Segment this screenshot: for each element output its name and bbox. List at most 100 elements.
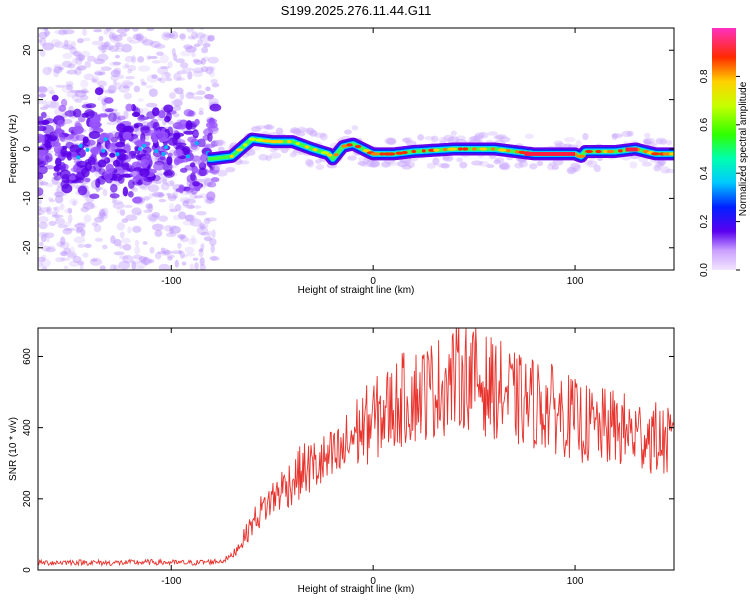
heatmap-cell [395,151,404,155]
heatmap-cell [172,134,178,145]
heatmap-cell [346,143,353,147]
heatmap-cell [43,28,49,32]
colorbar-gradient [712,28,736,270]
heatmap-cell [66,69,78,75]
heatmap-cell [99,265,106,270]
heatmap-cell [437,162,449,168]
heatmap-cell [109,31,115,40]
heatmap-cell [643,139,652,145]
heatmap-cell [109,183,118,193]
heatmap-cell [185,154,190,159]
heatmap-cell [106,45,112,50]
heatmap-cell [655,137,667,145]
heatmap-cell [79,261,84,270]
heatmap-cell [450,130,457,136]
heatmap-cell [39,106,48,110]
heatmap-cell [110,69,121,78]
heatmap-cell [170,225,181,234]
heatmap-cell [190,143,198,150]
heatmap-cell [38,172,44,180]
heatmap-cell [199,257,205,267]
heatmap-cell [297,126,307,133]
heatmap-cell [75,56,83,65]
heatmap-cell [98,46,108,53]
heatmap-cell [157,66,169,75]
heatmap-cell [384,137,396,145]
heatmap-cell [206,191,216,201]
heatmap-cell [91,40,104,46]
heatmap-cell [190,172,196,182]
heatmap-cell [417,134,425,141]
heatmap-cell [122,131,132,141]
heatmap-cell [611,133,618,140]
heatmap-cell [190,155,202,162]
heatmap-cell [93,224,102,233]
heatmap-cell [653,164,661,172]
heatmap-cell [71,151,78,161]
heatmap-cell [64,110,77,117]
heatmap-cell [113,34,123,42]
heatmap-cell [205,66,214,75]
heatmap-cell [213,166,221,171]
heatmap-cell [167,195,178,199]
heatmap-cell [196,138,206,148]
heatmap-cell [159,54,170,64]
heatmap-cell [490,147,496,151]
heatmap-cell [102,244,108,250]
heatmap-cell [386,137,397,145]
heatmap-cell [61,183,73,194]
heatmap-cell [143,256,150,266]
heatmap-cell [154,252,162,260]
heatmap-cell [54,157,62,167]
heatmap-cell [629,161,638,169]
heatmap-cell [203,217,211,225]
heatmap-cell [127,226,132,234]
heatmap-cell [499,162,511,171]
heatmap-cell [184,198,197,205]
heatmap-cell [207,56,219,64]
heatmap-cell [82,201,95,210]
heatmap-cell [493,159,501,165]
heatmap-cell [118,260,131,270]
heatmap-cell [103,137,108,142]
heatmap-cell [551,165,559,171]
heatmap-cell [179,33,186,40]
heatmap-cell [192,205,202,209]
heatmap-cell [167,126,174,137]
heatmap-cell [200,153,209,162]
heatmap-cell [122,85,130,89]
heatmap-cell [148,184,159,192]
chart-title: S199.2025.276.11.44.G11 [281,3,432,18]
heatmap-cell [114,82,123,90]
heatmap-cell [185,120,193,131]
colorbar: 0.0 0.2 0.4 0.6 0.8 Normalized spectral ampl… [699,28,749,277]
heatmap-cell [162,178,168,185]
heatmap-cell [149,246,155,254]
heatmap-cell [421,149,426,153]
heatmap-cell [194,195,203,199]
heatmap-cell [178,184,185,191]
heatmap-cell [269,139,279,144]
heatmap-cell [148,259,155,264]
heatmap-cell [176,70,188,75]
heatmap-cell [83,73,95,81]
heatmap-cell [93,29,103,33]
heatmap-cell [518,160,528,168]
heatmap-cell [215,139,224,146]
heatmap-cell [48,220,57,227]
heatmap-cell [127,64,137,72]
heatmap-cell [564,143,572,148]
heatmap-cell [111,200,124,205]
heatmap-cell [201,46,209,54]
heatmap-cell [123,92,132,100]
heatmap-cell [207,35,215,42]
heatmap-cell [315,164,325,171]
heatmap-cell [514,162,524,169]
heatmap-cell [93,162,102,172]
colorbar-label: Normalized spectral amplitude [738,81,749,216]
heatmap-cell [173,72,182,82]
heatmap-cell [195,32,206,39]
heatmap-cell [51,94,59,102]
heatmap-cell [115,42,121,49]
heatmap-cell [167,256,173,261]
